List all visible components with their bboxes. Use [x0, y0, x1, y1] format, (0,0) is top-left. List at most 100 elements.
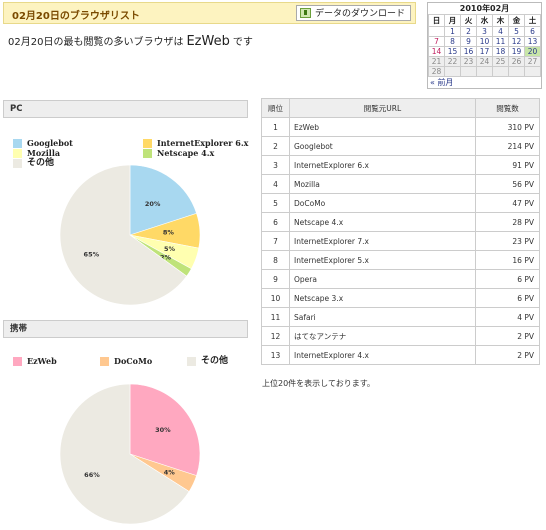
legend-label: Netscape 4.x [157, 148, 215, 158]
rank-cell: 11 [261, 307, 290, 327]
count-cell: 214 PV [475, 136, 540, 156]
calendar-day[interactable]: 13 [524, 36, 541, 47]
calendar-day[interactable]: 7 [428, 36, 445, 47]
legend-label: DoCoMo [114, 356, 153, 366]
calendar-day[interactable]: 16 [460, 46, 477, 57]
download-icon [299, 8, 311, 18]
legend-label: Mozilla [27, 148, 61, 158]
calendar-day[interactable]: 20 [524, 46, 541, 57]
calendar-day[interactable]: 11 [492, 36, 509, 47]
calendar-day[interactable]: 22 [444, 56, 461, 67]
rank-cell: 13 [261, 345, 290, 365]
calendar-week: 14 15 16 17 18 19 20 [428, 46, 541, 57]
calendar-day[interactable]: 5 [508, 26, 525, 37]
pie-slice-label: 8% [163, 229, 175, 237]
count-cell: 23 PV [475, 231, 540, 251]
download-data-button[interactable]: データのダウンロード [295, 5, 411, 21]
legend-swatch [187, 357, 196, 366]
calendar-day[interactable]: 19 [508, 46, 525, 57]
table-row: 3 InternetExplorer 6.x 91 PV [261, 155, 540, 175]
pc-pie-chart: 20% 8% 5%2% 65% [59, 164, 201, 306]
legend-swatch [13, 149, 22, 158]
calendar-day[interactable]: 21 [428, 56, 445, 67]
legend-item: Netscape 4.x [143, 148, 215, 158]
rank-cell: 5 [261, 193, 290, 213]
count-cell: 28 PV [475, 212, 540, 232]
url-cell: DoCoMo [289, 193, 476, 213]
calendar-day[interactable]: 25 [492, 56, 509, 67]
table-row: 12 はてなアンテナ 2 PV [261, 326, 540, 346]
pc-section-header: PC [3, 100, 248, 118]
legend-swatch [143, 149, 152, 158]
summary-suffix: です [232, 37, 253, 48]
count-cell: 56 PV [475, 174, 540, 194]
legend-item: DoCoMo [100, 356, 153, 366]
url-cell: InternetExplorer 4.x [289, 345, 476, 365]
table-row: 9 Opera 6 PV [261, 269, 540, 289]
calendar-day[interactable]: 27 [524, 56, 541, 67]
calendar-day[interactable]: 23 [460, 56, 477, 67]
url-cell: Netscape 4.x [289, 212, 476, 232]
calendar-day[interactable]: 14 [428, 46, 445, 57]
pie-slice-label: 2% [160, 254, 172, 262]
pie-slice [129, 164, 197, 236]
download-button-label: データのダウンロード [314, 8, 405, 18]
previous-month-link[interactable]: « 前月 [430, 78, 454, 87]
table-row: 10 Netscape 3.x 6 PV [261, 288, 540, 308]
rank-cell: 4 [261, 174, 290, 194]
calendar-day[interactable]: 18 [492, 46, 509, 57]
calendar-day[interactable]: 26 [508, 56, 525, 67]
calendar-day[interactable]: 8 [444, 36, 461, 47]
calendar-day[interactable]: 6 [524, 26, 541, 37]
pie-slice-label: 30% [155, 426, 171, 434]
url-cell: Opera [289, 269, 476, 289]
calendar-weekday: 土 [524, 14, 541, 27]
pie-slice [59, 164, 188, 306]
table-row: 8 InternetExplorer 5.x 16 PV [261, 250, 540, 270]
count-cell: 2 PV [475, 326, 540, 346]
table-footnote: 上位20件を表示しております。 [262, 379, 375, 388]
calendar-day[interactable]: 24 [476, 56, 493, 67]
legend-label: EzWeb [27, 356, 57, 366]
legend-item: その他 [13, 158, 54, 168]
calendar-day[interactable]: 9 [460, 36, 477, 47]
calendar-day [476, 66, 493, 77]
calendar-day[interactable]: 4 [492, 26, 509, 37]
mobile-pie-chart: 30% 4% 66% [59, 383, 201, 525]
url-cell: InternetExplorer 5.x [289, 250, 476, 270]
calendar-day [428, 26, 445, 37]
rank-cell: 8 [261, 250, 290, 270]
rank-cell: 10 [261, 288, 290, 308]
legend-label: その他 [201, 356, 229, 366]
legend-item: InternetExplorer 6.x [143, 138, 249, 148]
calendar-day[interactable]: 28 [428, 66, 445, 77]
pie-slice-label: 20% [145, 200, 161, 208]
calendar-grid: 日月火水木金土 1 2 3 4 5 6 7 8 9 10 11 12 13 14 15 16 17 18 19 20 2… [428, 14, 541, 77]
rank-cell: 9 [261, 269, 290, 289]
rank-cell: 1 [261, 117, 290, 137]
calendar-day[interactable]: 10 [476, 36, 493, 47]
page-title: 02月20日のブラウザリスト [12, 11, 140, 22]
calendar-day[interactable]: 3 [476, 26, 493, 37]
legend-swatch [13, 159, 22, 168]
pie-slice [129, 383, 201, 477]
top-browser: EzWeb [186, 34, 230, 49]
legend-swatch [100, 357, 109, 366]
legend-label: Googlebot [27, 138, 73, 148]
calendar-day[interactable]: 12 [508, 36, 525, 47]
calendar-day[interactable]: 2 [460, 26, 477, 37]
calendar-week: 7 8 9 10 11 12 13 [428, 36, 541, 47]
calendar-day[interactable]: 17 [476, 46, 493, 57]
calendar-week: 28 [428, 66, 541, 77]
count-cell: 6 PV [475, 288, 540, 308]
calendar-day[interactable]: 15 [444, 46, 461, 57]
legend-item: その他 [187, 356, 229, 366]
table-row: 1 EzWeb 310 PV [261, 117, 540, 137]
table-row: 5 DoCoMo 47 PV [261, 193, 540, 213]
count-cell: 47 PV [475, 193, 540, 213]
calendar-day[interactable]: 1 [444, 26, 461, 37]
legend-label: InternetExplorer 6.x [157, 138, 249, 148]
url-cell: InternetExplorer 6.x [289, 155, 476, 175]
count-cell: 2 PV [475, 345, 540, 365]
